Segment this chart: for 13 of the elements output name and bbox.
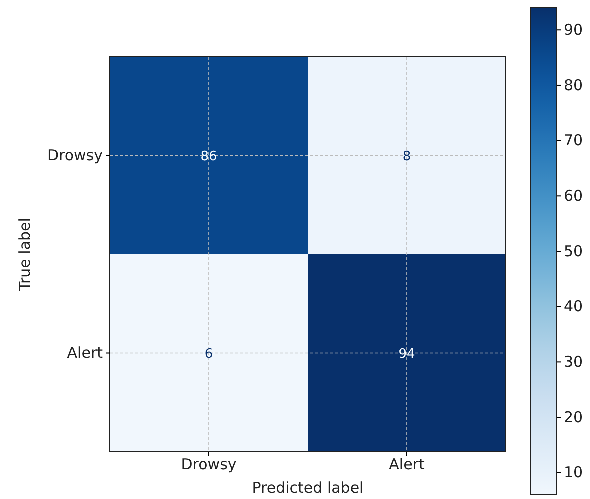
color-bar-label: 50 [564,242,584,260]
x-axis-title: Predicted label [252,479,364,497]
color-bar-label: 30 [564,352,584,371]
color-bar-label: 70 [564,132,584,150]
data-label: 6 [204,346,214,362]
y-axis-title: True label [16,218,34,292]
color-bar-label: 80 [564,76,584,94]
data-label: 8 [402,149,412,164]
color-bar-label: 10 [564,464,584,482]
color-bar-label: 40 [564,298,584,316]
color-bar-label: 60 [564,186,584,205]
color-bar-label: 90 [564,20,584,39]
color-bar-label: 20 [564,408,584,426]
